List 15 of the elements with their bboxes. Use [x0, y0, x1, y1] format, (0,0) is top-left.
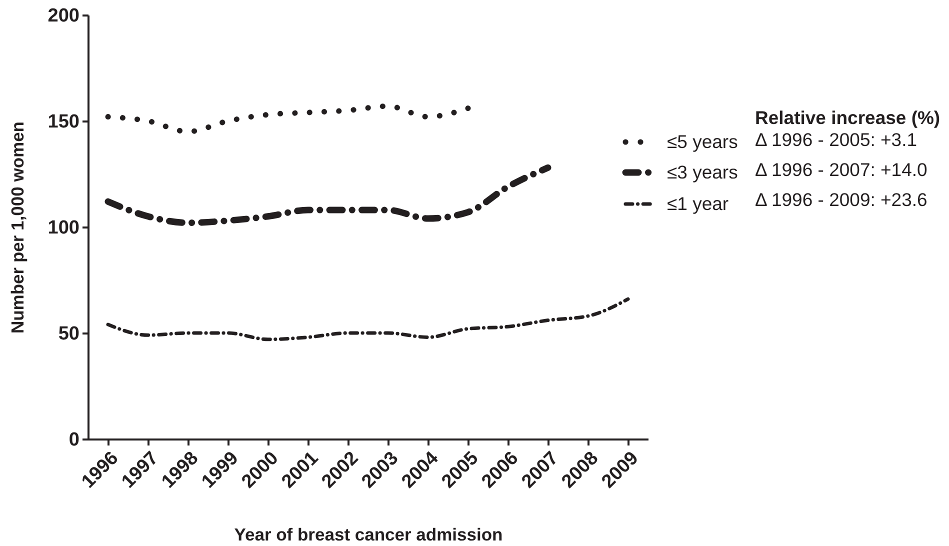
- x-axis-title: Year of breast cancer admission: [234, 524, 503, 544]
- line-series: [106, 297, 630, 342]
- legend-title: Relative increase (%): [755, 107, 940, 128]
- legend-label: ≤1 year: [667, 193, 729, 214]
- legend-label: ≤5 years: [667, 131, 738, 152]
- y-tick-label: 200: [48, 6, 80, 26]
- text: Δ 1996 - 2005: +3.1: [755, 129, 918, 150]
- y-tick-label: 50: [58, 324, 80, 344]
- y-tick-label: 100: [48, 218, 80, 238]
- text: Δ 1996 - 2009: +23.6: [755, 189, 928, 210]
- y-tick-label: 150: [48, 112, 80, 132]
- y-axis-title: Number per 1,000 women: [8, 121, 28, 334]
- text: Δ 1996 - 2007: +14.0: [755, 159, 928, 180]
- legend-label: ≤3 years: [667, 162, 738, 182]
- y-tick-label: 0: [68, 430, 80, 450]
